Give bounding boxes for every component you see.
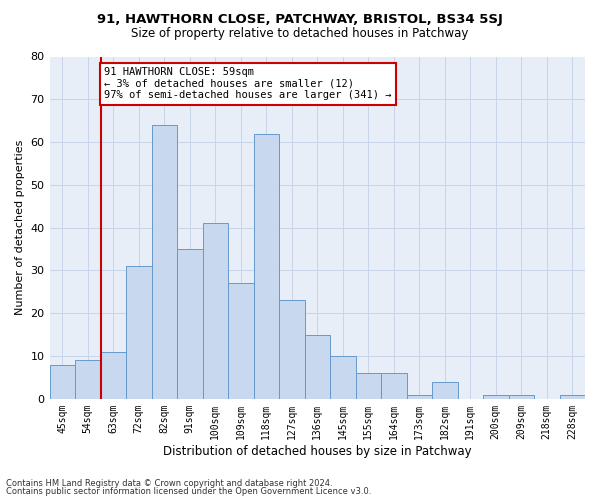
Bar <box>509 394 534 399</box>
Bar <box>279 300 305 399</box>
Text: 91, HAWTHORN CLOSE, PATCHWAY, BRISTOL, BS34 5SJ: 91, HAWTHORN CLOSE, PATCHWAY, BRISTOL, B… <box>97 12 503 26</box>
Bar <box>305 334 330 399</box>
Bar <box>381 373 407 399</box>
Bar <box>101 352 126 399</box>
Bar <box>50 364 75 399</box>
Bar <box>330 356 356 399</box>
Bar <box>483 394 509 399</box>
Bar <box>75 360 101 399</box>
Text: Size of property relative to detached houses in Patchway: Size of property relative to detached ho… <box>131 28 469 40</box>
Bar <box>152 125 177 399</box>
Bar <box>177 249 203 399</box>
Bar <box>407 394 432 399</box>
Bar <box>228 284 254 399</box>
Text: 91 HAWTHORN CLOSE: 59sqm
← 3% of detached houses are smaller (12)
97% of semi-de: 91 HAWTHORN CLOSE: 59sqm ← 3% of detache… <box>104 67 392 100</box>
X-axis label: Distribution of detached houses by size in Patchway: Distribution of detached houses by size … <box>163 444 472 458</box>
Y-axis label: Number of detached properties: Number of detached properties <box>15 140 25 316</box>
Bar <box>203 224 228 399</box>
Text: Contains HM Land Registry data © Crown copyright and database right 2024.: Contains HM Land Registry data © Crown c… <box>6 478 332 488</box>
Bar <box>254 134 279 399</box>
Bar <box>126 266 152 399</box>
Bar <box>356 373 381 399</box>
Bar <box>560 394 585 399</box>
Bar <box>432 382 458 399</box>
Text: Contains public sector information licensed under the Open Government Licence v3: Contains public sector information licen… <box>6 487 371 496</box>
